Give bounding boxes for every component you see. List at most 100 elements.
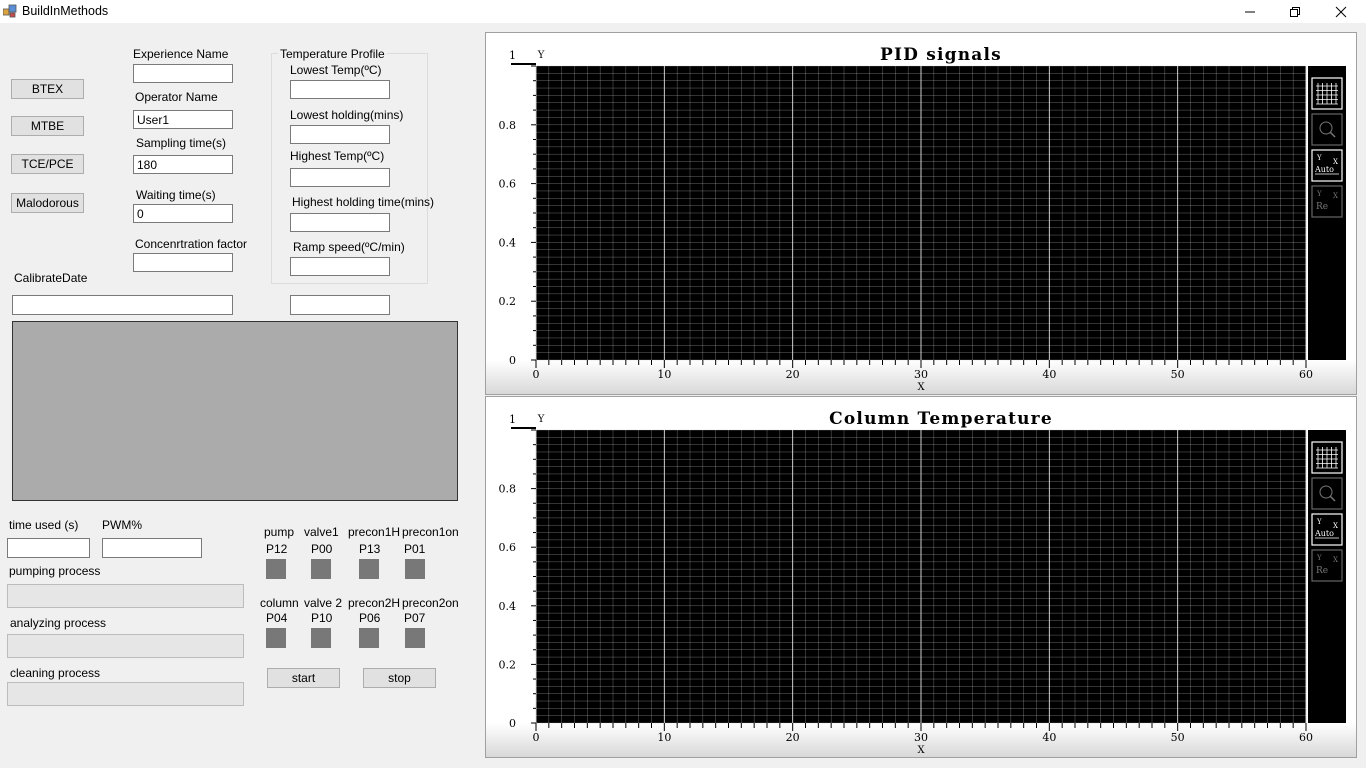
calibrate-date-field[interactable] bbox=[12, 295, 233, 315]
precon2h-indicator bbox=[359, 628, 379, 648]
y-tick-label: 1 bbox=[509, 49, 516, 62]
highest-temp-field[interactable] bbox=[290, 168, 390, 187]
ramp-speed-field[interactable] bbox=[290, 257, 390, 276]
lowest-temp-field[interactable] bbox=[290, 80, 390, 99]
close-icon bbox=[1335, 6, 1347, 17]
y-tick-label: 0.2 bbox=[499, 658, 517, 671]
svg-text:Y: Y bbox=[1316, 154, 1322, 162]
svg-text:Re: Re bbox=[1316, 566, 1328, 576]
pumping-process-label: pumping process bbox=[9, 564, 101, 578]
y-reset-icon: Y X Re bbox=[1311, 549, 1343, 582]
grid-icon bbox=[1311, 441, 1343, 474]
y-tick-label: 0.6 bbox=[499, 178, 517, 191]
svg-text:X: X bbox=[1333, 192, 1338, 200]
tce-pce-button[interactable]: TCE/PCE bbox=[11, 154, 84, 174]
y-tick-label: 0.8 bbox=[499, 483, 517, 496]
x-tick-label: 60 bbox=[1299, 731, 1313, 744]
cleaning-process-label: cleaning process bbox=[10, 666, 101, 680]
minimize-icon bbox=[1245, 11, 1255, 12]
grid-icon bbox=[1311, 77, 1343, 110]
y-axis-label: Y bbox=[537, 414, 545, 425]
btex-button[interactable]: BTEX bbox=[11, 79, 84, 99]
pumping-progress-bar bbox=[7, 584, 244, 608]
zoom-icon bbox=[1311, 477, 1343, 510]
x-axis-label: X bbox=[917, 745, 925, 756]
y-tick-label: 0.6 bbox=[499, 541, 517, 554]
x-axis-label: X bbox=[917, 382, 925, 393]
calibrate-date-label: CalibrateDate bbox=[14, 271, 88, 285]
valve1-label: valve1 bbox=[304, 525, 339, 539]
experience-name-field[interactable] bbox=[133, 64, 233, 83]
mtbe-button[interactable]: MTBE bbox=[11, 116, 84, 136]
precon1h-indicator bbox=[359, 559, 379, 579]
pump-port-label: P12 bbox=[266, 542, 288, 556]
close-button[interactable] bbox=[1318, 0, 1364, 23]
svg-text:X: X bbox=[1333, 158, 1338, 166]
experience-name-label: Experience Name bbox=[133, 47, 229, 61]
svg-text:Y: Y bbox=[1316, 190, 1322, 198]
precon1h-label: precon1H bbox=[348, 525, 401, 539]
time-used-field[interactable] bbox=[7, 538, 90, 558]
pump-label: pump bbox=[264, 525, 295, 539]
precon2h-port-label: P06 bbox=[359, 611, 381, 625]
pwm-field[interactable] bbox=[102, 538, 202, 558]
highest-holding-field[interactable] bbox=[290, 213, 390, 232]
highest-temp-label: Highest Temp(ºC) bbox=[290, 149, 385, 163]
title-bar: BuildInMethods bbox=[0, 0, 1366, 23]
y-tick-label: 0.2 bbox=[499, 295, 517, 308]
analyzing-process-label: analyzing process bbox=[10, 616, 107, 630]
x-tick-label: 10 bbox=[657, 731, 671, 744]
valve1-port-label: P00 bbox=[311, 542, 333, 556]
valve1-indicator bbox=[311, 559, 331, 579]
pid-signals-chart: PID signals 0 10 20 30 40 50 60 X 0 0.2 0.4 0.6 0.8 1 Y… bbox=[486, 45, 1356, 394]
valve2-port-label: P10 bbox=[311, 611, 333, 625]
minimize-button[interactable] bbox=[1227, 0, 1273, 23]
pwm-label: PWM% bbox=[102, 518, 142, 532]
log-panel bbox=[12, 321, 458, 501]
svg-text:Auto: Auto bbox=[1314, 529, 1334, 538]
pid-signals-chart-panel: PID signals 0 10 20 30 40 50 60 X 0 0.2 0.4 0.6 0.8 1 Y… bbox=[485, 32, 1357, 395]
svg-text:Y: Y bbox=[1316, 518, 1322, 526]
precon2on-label: precon2on bbox=[402, 596, 459, 610]
malodorous-button[interactable]: Malodorous bbox=[11, 193, 84, 213]
x-tick-label: 20 bbox=[786, 731, 800, 744]
svg-text:Auto: Auto bbox=[1314, 165, 1334, 174]
column-indicator bbox=[266, 628, 286, 648]
y-reset-icon: Y X Re bbox=[1311, 185, 1343, 218]
precon1on-port-label: P01 bbox=[404, 542, 426, 556]
column-label: column bbox=[260, 596, 299, 610]
x-tick-label: 40 bbox=[1042, 368, 1056, 381]
x-tick-label: 60 bbox=[1299, 368, 1313, 381]
concentration-factor-field[interactable] bbox=[133, 253, 233, 272]
time-used-label: time used (s) bbox=[9, 518, 79, 532]
lowest-holding-field[interactable] bbox=[290, 125, 390, 144]
x-tick-label: 0 bbox=[533, 731, 540, 744]
svg-text:Re: Re bbox=[1316, 202, 1328, 212]
ramp-speed-label: Ramp speed(ºC/min) bbox=[293, 240, 405, 254]
column-temperature-chart: Column Temperature 0 10 20 30 40 50 60 X 0 0.2 0.4 0… bbox=[486, 409, 1356, 757]
pump-indicator bbox=[266, 559, 286, 579]
waiting-time-label: Waiting time(s) bbox=[136, 188, 216, 202]
sampling-time-field[interactable]: 180 bbox=[133, 155, 233, 174]
valve2-label: valve 2 bbox=[304, 596, 343, 610]
x-tick-label: 30 bbox=[914, 368, 928, 381]
y-tick-label: 1 bbox=[509, 413, 516, 426]
operator-name-field[interactable]: User1 bbox=[133, 110, 233, 129]
start-button[interactable]: start bbox=[267, 668, 340, 688]
precon2on-port-label: P07 bbox=[404, 611, 426, 625]
x-tick-label: 10 bbox=[657, 368, 671, 381]
waiting-time-field[interactable]: 0 bbox=[133, 204, 233, 223]
x-tick-label: 50 bbox=[1171, 731, 1185, 744]
precon2h-label: precon2H bbox=[348, 596, 401, 610]
restore-button[interactable] bbox=[1272, 0, 1318, 23]
stop-button[interactable]: stop bbox=[363, 668, 436, 688]
y-tick-label: 0 bbox=[509, 717, 516, 730]
extra-value-field[interactable] bbox=[290, 295, 390, 315]
svg-text:X: X bbox=[1333, 522, 1338, 530]
y-tick-label: 0.4 bbox=[499, 236, 517, 249]
column-temperature-chart-panel: Column Temperature 0 10 20 30 40 50 60 X 0 0.2 0.4 0… bbox=[485, 396, 1357, 758]
precon2on-indicator bbox=[405, 628, 425, 648]
zoom-icon bbox=[1311, 113, 1343, 146]
